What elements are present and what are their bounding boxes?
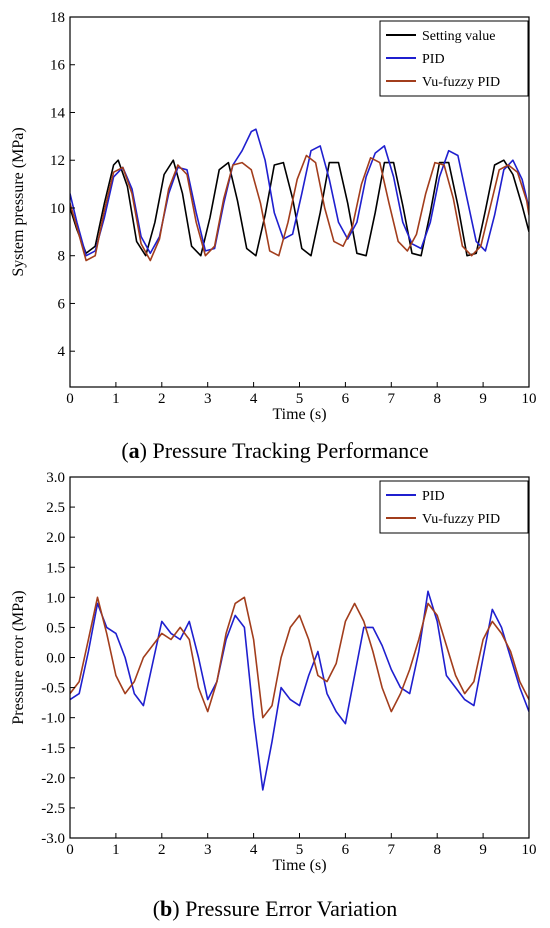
x-tick-label: 10 — [522, 842, 537, 858]
caption-open: ( — [153, 896, 160, 921]
y-axis-label: System pressure (MPa) — [10, 127, 27, 276]
y-tick-label: -2.0 — [41, 771, 65, 787]
y-tick-label: 14 — [50, 105, 66, 121]
y-tick-label: 16 — [50, 58, 66, 74]
y-tick-label: -3.0 — [41, 831, 65, 847]
series-line-setting-value — [70, 159, 529, 257]
legend-box — [379, 480, 529, 534]
legend-label: Vu-fuzzy PID — [422, 75, 500, 90]
y-tick-label: 0.0 — [46, 651, 65, 667]
y-tick-label: -1.5 — [41, 741, 65, 757]
series-line-pid — [70, 590, 529, 791]
x-tick-label: 8 — [433, 842, 441, 858]
caption-letter: b — [160, 896, 172, 921]
y-tick-label: 4 — [58, 344, 66, 360]
x-tick-label: 3 — [204, 842, 212, 858]
x-tick-label: 0 — [66, 391, 74, 407]
y-tick-label: 2.5 — [46, 500, 65, 516]
legend-label: PID — [422, 489, 445, 504]
y-tick-label: 12 — [50, 153, 65, 169]
x-tick-label: 7 — [388, 842, 396, 858]
x-tick-label: 5 — [296, 391, 304, 407]
y-tick-label: 1.0 — [46, 590, 65, 606]
x-tick-label: 10 — [522, 391, 537, 407]
legend-label: Vu-fuzzy PID — [422, 512, 500, 527]
y-axis-label: Pressure error (MPa) — [10, 590, 27, 724]
x-tick-label: 7 — [388, 391, 396, 407]
x-tick-label: 8 — [433, 391, 441, 407]
series-line-pid — [70, 128, 529, 257]
x-tick-label: 9 — [479, 391, 487, 407]
figure-caption: (a) Pressure Tracking Performance — [121, 438, 428, 463]
legend: PID Vu-fuzzy PID — [379, 480, 529, 534]
caption-text: ) Pressure Tracking Performance — [140, 438, 429, 463]
x-axis-label: Time (s) — [272, 406, 326, 423]
legend-label: Setting value — [422, 29, 496, 44]
x-tick-label: 1 — [112, 391, 120, 407]
x-axis-label: Time (s) — [272, 857, 326, 874]
legend-label: PID — [422, 52, 445, 67]
legend: Setting value PID Vu-fuzzy PID — [379, 20, 529, 97]
x-tick-label: 2 — [158, 842, 166, 858]
caption-open: ( — [121, 438, 128, 463]
x-tick-label: 6 — [342, 391, 350, 407]
chart-panel-b: 0 1 2 3 4 5 6 7 8 9 10 -3.0 -2.5 -2.0 -1.5 -1.0 -0.5 0.0 0… — [10, 470, 537, 921]
caption-letter: a — [129, 438, 140, 463]
y-tick-label: -2.5 — [41, 801, 65, 817]
y-tick-label: 6 — [58, 296, 66, 312]
y-tick-label: -1.0 — [41, 711, 65, 727]
x-tick-label: 0 — [66, 842, 74, 858]
y-tick-label: 18 — [50, 10, 65, 26]
y-tick-label: 10 — [50, 201, 65, 217]
x-tick-label: 4 — [250, 391, 258, 407]
x-tick-label: 6 — [342, 842, 350, 858]
series-line-vu-fuzzy-pid — [70, 154, 529, 262]
x-tick-label: 4 — [250, 842, 258, 858]
y-tick-label: 8 — [58, 249, 66, 265]
y-tick-label: 0.5 — [46, 620, 65, 636]
y-tick-label: 3.0 — [46, 470, 65, 486]
y-tick-label: 1.5 — [46, 560, 65, 576]
y-tick-label: 2.0 — [46, 530, 65, 546]
figure-caption: (b) Pressure Error Variation — [153, 896, 398, 921]
x-tick-label: 5 — [296, 842, 304, 858]
x-tick-label: 9 — [479, 842, 487, 858]
series-group — [70, 590, 529, 791]
x-tick-label: 1 — [112, 842, 120, 858]
series-group — [70, 128, 529, 262]
x-tick-label: 2 — [158, 391, 166, 407]
series-line-vu-fuzzy-pid — [70, 596, 529, 719]
caption-text: ) Pressure Error Variation — [172, 896, 397, 921]
y-tick-label: -0.5 — [41, 681, 65, 697]
x-tick-label: 3 — [204, 391, 212, 407]
